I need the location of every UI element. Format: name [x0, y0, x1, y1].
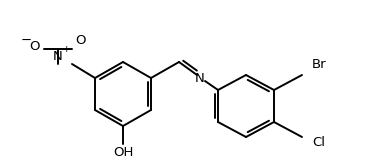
Text: N: N	[195, 73, 205, 86]
Text: Br: Br	[312, 57, 327, 70]
Text: N: N	[53, 51, 63, 63]
Text: OH: OH	[113, 146, 133, 157]
Text: O: O	[29, 41, 39, 54]
Text: +: +	[62, 46, 70, 54]
Text: O: O	[75, 33, 85, 46]
Text: −: −	[20, 33, 31, 46]
Text: Cl: Cl	[312, 136, 325, 149]
